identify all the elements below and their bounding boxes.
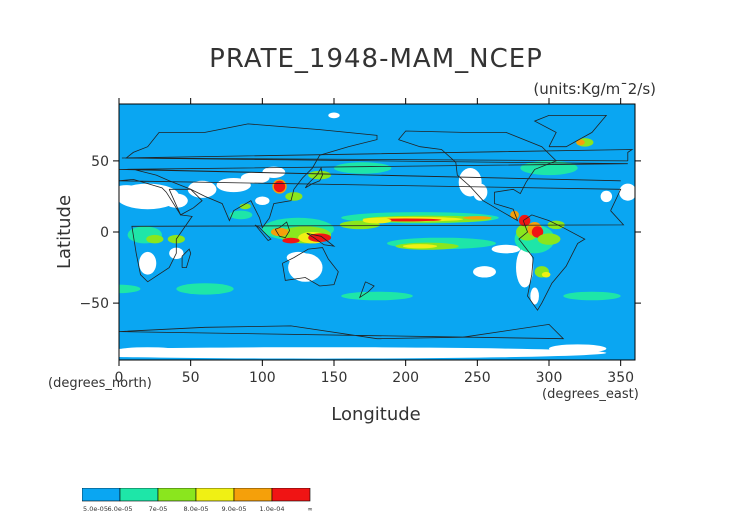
x-tick-label: 200 (392, 370, 419, 386)
field-cell (239, 203, 251, 210)
field-cell (119, 347, 177, 353)
x-tick-label: 350 (607, 370, 634, 386)
colorbar-box (82, 488, 121, 502)
coastline (398, 130, 557, 222)
colorbar-box (271, 488, 311, 502)
field-cell (262, 166, 286, 178)
field-cell (530, 287, 539, 305)
chart-title: PRATE_1948-MAM_NCEP (209, 44, 543, 74)
units-label: (units:Kg/m¯2/s) (533, 80, 656, 98)
ocean-background (119, 104, 635, 360)
y-units-label: (degrees_north) (48, 376, 152, 391)
y-tick-label: −50 (79, 296, 109, 312)
x-tick-label: 100 (249, 370, 276, 386)
y-axis: 50 0 −50 (79, 154, 641, 312)
colorbar: 5.0e-05 6.0e-05 7e-05 8.0e-05 9.0e-05 1.0e-04… (82, 488, 313, 513)
colorbar-labels: 5.0e-05 6.0e-05 7e-05 8.0e-05 9.0e-05 1.0e-04… (83, 505, 313, 513)
field-cell (549, 344, 607, 353)
field-cell (531, 226, 544, 238)
colorbar-box (157, 488, 197, 502)
colorbar-label: 6.0e-05 (108, 505, 133, 513)
x-axis: 0 50 100 150 200 250 300 350 (115, 98, 634, 386)
field-cell (619, 183, 635, 201)
coastline (168, 188, 203, 216)
colorbar-boxes (82, 488, 311, 502)
precipitation-field (119, 104, 635, 360)
coastline (121, 149, 634, 162)
field-cell (176, 283, 234, 295)
coastline (304, 166, 323, 189)
x-tick-label: 300 (536, 370, 563, 386)
colorbar-box (195, 488, 235, 502)
field-cell (600, 190, 613, 203)
field-cell (541, 271, 551, 278)
coastline (181, 248, 192, 268)
field-cell (516, 247, 534, 288)
coastline (274, 221, 291, 239)
field-cell (164, 193, 188, 208)
y-axis-title: Latitude (54, 195, 75, 269)
colorbar-label: 5.0e-05 (83, 505, 108, 513)
field-cell (510, 210, 519, 220)
map-plot: 0 50 100 150 200 250 300 350 50 0 −50 (degrees_no… (48, 98, 641, 425)
field-cell (139, 251, 157, 275)
colorbar-label: 7e-05 (149, 505, 168, 513)
coastline (119, 178, 625, 283)
field-cell (473, 183, 488, 201)
coastline (254, 224, 272, 242)
x-axis-title: Longitude (331, 404, 421, 425)
colorbar-box (233, 488, 273, 502)
field-cell (473, 266, 496, 278)
colorbar-box (119, 488, 159, 502)
field-cell (328, 112, 340, 119)
field-cell (334, 162, 392, 174)
field-cell (119, 284, 141, 294)
x-units-label: (degrees_east) (542, 387, 639, 402)
field-cell (240, 172, 270, 184)
field-cell (229, 210, 253, 220)
field-cell (119, 185, 141, 200)
coastline (119, 123, 628, 229)
field-cell (270, 227, 289, 237)
coastline (533, 115, 608, 148)
coastline (119, 323, 565, 340)
colorbar-label: 8.0e-05 (184, 505, 209, 513)
field-cell (273, 180, 286, 193)
field-cell (537, 233, 561, 245)
field-cell (308, 170, 332, 180)
field-cell (282, 237, 300, 244)
y-tick-label: 0 (100, 225, 109, 241)
y-tick-label: 50 (91, 154, 109, 170)
x-tick-label: 250 (464, 370, 491, 386)
field-cell (576, 139, 585, 146)
field-cell (463, 216, 492, 220)
x-tick-label: 0 (115, 370, 124, 386)
field-cell (119, 347, 607, 359)
coastline (306, 233, 336, 247)
field-cell (362, 217, 392, 224)
x-tick-label: 50 (182, 370, 200, 386)
coastlines (119, 115, 634, 340)
coastline (518, 214, 586, 311)
field-cell (286, 251, 310, 264)
coastline (282, 247, 339, 287)
colorbar-label: ∞ (307, 505, 312, 513)
field-cell (563, 291, 621, 301)
field-cell (285, 192, 303, 201)
coastline (359, 281, 375, 299)
field-cell (491, 244, 521, 254)
colorbar-label: 1.0e-04 (260, 505, 285, 513)
x-tick-label: 150 (321, 370, 348, 386)
field-cell (402, 244, 438, 249)
field-cell (255, 196, 270, 205)
field-cell (216, 177, 251, 193)
colorbar-label: 9.0e-05 (222, 505, 247, 513)
field-cell (146, 234, 164, 244)
field-cell (341, 291, 413, 301)
